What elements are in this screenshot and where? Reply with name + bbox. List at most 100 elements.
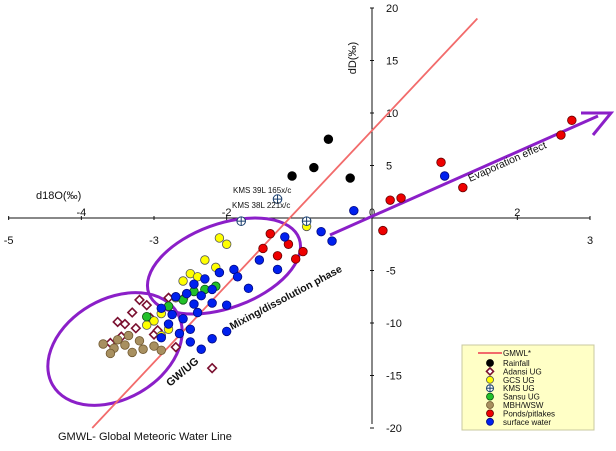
y-tick-label: -10 [386, 318, 402, 330]
legend-box [461, 344, 595, 431]
ponds-pitlakes-point [291, 254, 301, 264]
y-tick-label: -20 [386, 423, 402, 435]
gmwl-footnote: GMWL- Global Meteoric Water Line [58, 431, 232, 443]
surface-water-point [189, 279, 199, 289]
y-tick-label: 15 [386, 56, 398, 68]
x-tick-label: -5 [4, 235, 14, 247]
surface-water-point [163, 319, 174, 329]
ponds-pitlakes-point [567, 115, 577, 126]
legend-entry: surface water [486, 418, 551, 427]
surface-water-point [327, 236, 337, 246]
x-tick-label: -4 [76, 207, 86, 219]
rainfall-point [323, 134, 334, 144]
legend-label: Rainfall [503, 359, 530, 368]
legend-entry: Rainfall [486, 359, 530, 368]
legend-label: GCS UG [503, 376, 535, 385]
surface-water-point [316, 226, 326, 237]
kms-ug-point [272, 194, 283, 204]
legend-entry: Adansi UG [485, 366, 542, 377]
points-layer [98, 115, 577, 374]
x-tick-label: 0 [369, 207, 375, 219]
rainfall-point [345, 173, 355, 183]
adansi-ug-point [485, 366, 495, 377]
adansi-ug-point [134, 294, 145, 306]
gcs-ug-point [149, 316, 159, 326]
evaporation-arrow-shaft [329, 114, 599, 237]
mbh-wsw-point [120, 340, 130, 350]
surface-water-point [280, 232, 290, 242]
mbh-wsw-point [134, 336, 145, 346]
legend-label: surface water [503, 418, 551, 427]
kms-ug-point [301, 216, 312, 226]
legend-entry: GMWL* [478, 349, 531, 358]
x-tick-label: -2 [222, 207, 232, 219]
surface-water-point [221, 326, 232, 337]
surface-water-point [185, 324, 196, 335]
kms-ug-point [486, 384, 494, 393]
rainfall-point [287, 171, 297, 181]
surface-water-point [171, 292, 181, 302]
kms-ug-point [236, 216, 246, 226]
legend-label: Sansu UG [503, 393, 540, 402]
adansi-ug-point [206, 362, 218, 374]
x-tick-label: 2 [514, 207, 520, 219]
mbh-wsw-point [98, 339, 108, 349]
rainfall-point [309, 162, 319, 173]
annotation-shapes [46, 111, 615, 407]
legend-entry: Ponds/pitlakes [486, 409, 555, 418]
y-tick-label: 20 [386, 3, 398, 15]
x-tick-label: 3 [587, 235, 593, 247]
surface-water-point [349, 205, 359, 216]
gcs-ug-point [214, 233, 225, 243]
surface-water-point [196, 344, 206, 354]
surface-water-point [196, 291, 206, 301]
y-tick-label: -5 [386, 266, 396, 278]
mbh-wsw-point [138, 344, 148, 354]
surface-water-point [207, 334, 217, 344]
gw-ug-ellipse [46, 291, 184, 407]
surface-water-point [207, 284, 217, 295]
gcs-ug-point [486, 375, 494, 384]
surface-water-point [156, 303, 166, 314]
x-axis-label: d18O(‰) [36, 190, 81, 202]
rainfall-point [486, 359, 494, 367]
mbh-wsw-point [156, 345, 166, 356]
legend-label: KMS UG [503, 384, 535, 393]
surface-water-point [232, 272, 243, 282]
adansi-ug-point [130, 322, 142, 334]
mbh-wsw-point [105, 348, 116, 359]
legend-entry: Sansu UG [486, 392, 540, 402]
ponds-pitlakes-point [298, 246, 308, 257]
gmwl-line [91, 17, 479, 429]
surface-water-point [214, 267, 225, 278]
surface-water-point [200, 274, 210, 284]
adansi-ug-point [126, 307, 138, 318]
ponds-pitlakes-point [458, 182, 468, 193]
surface-water-point [229, 264, 239, 275]
surface-water-point [189, 299, 199, 309]
sansu-ug-point [142, 312, 152, 322]
legend-label: Adansi UG [503, 367, 542, 376]
sansu-ug-point [486, 392, 494, 401]
gcs-ug-point [221, 239, 232, 249]
legend-entry: MBH/WSW [486, 401, 544, 410]
surface-water-point [167, 309, 177, 320]
surface-water-point [181, 288, 192, 299]
mbh-wsw-point [127, 347, 137, 358]
mbh-wsw-point [123, 330, 134, 341]
ponds-pitlakes-point [378, 225, 388, 236]
ponds-pitlakes-point [258, 243, 268, 254]
surface-water-point [272, 264, 283, 275]
legend-label: GMWL* [503, 349, 531, 358]
adansi-ug-point [170, 341, 182, 353]
y-tick-label: 5 [386, 161, 392, 173]
ponds-pitlakes-point [385, 195, 395, 205]
mbh-wsw-point [149, 341, 159, 351]
y-tick-label: -15 [386, 371, 402, 383]
surface-water-point [221, 300, 232, 310]
ponds-pitlakes-point [272, 251, 283, 261]
legend-label: Ponds/pitlakes [503, 409, 555, 418]
